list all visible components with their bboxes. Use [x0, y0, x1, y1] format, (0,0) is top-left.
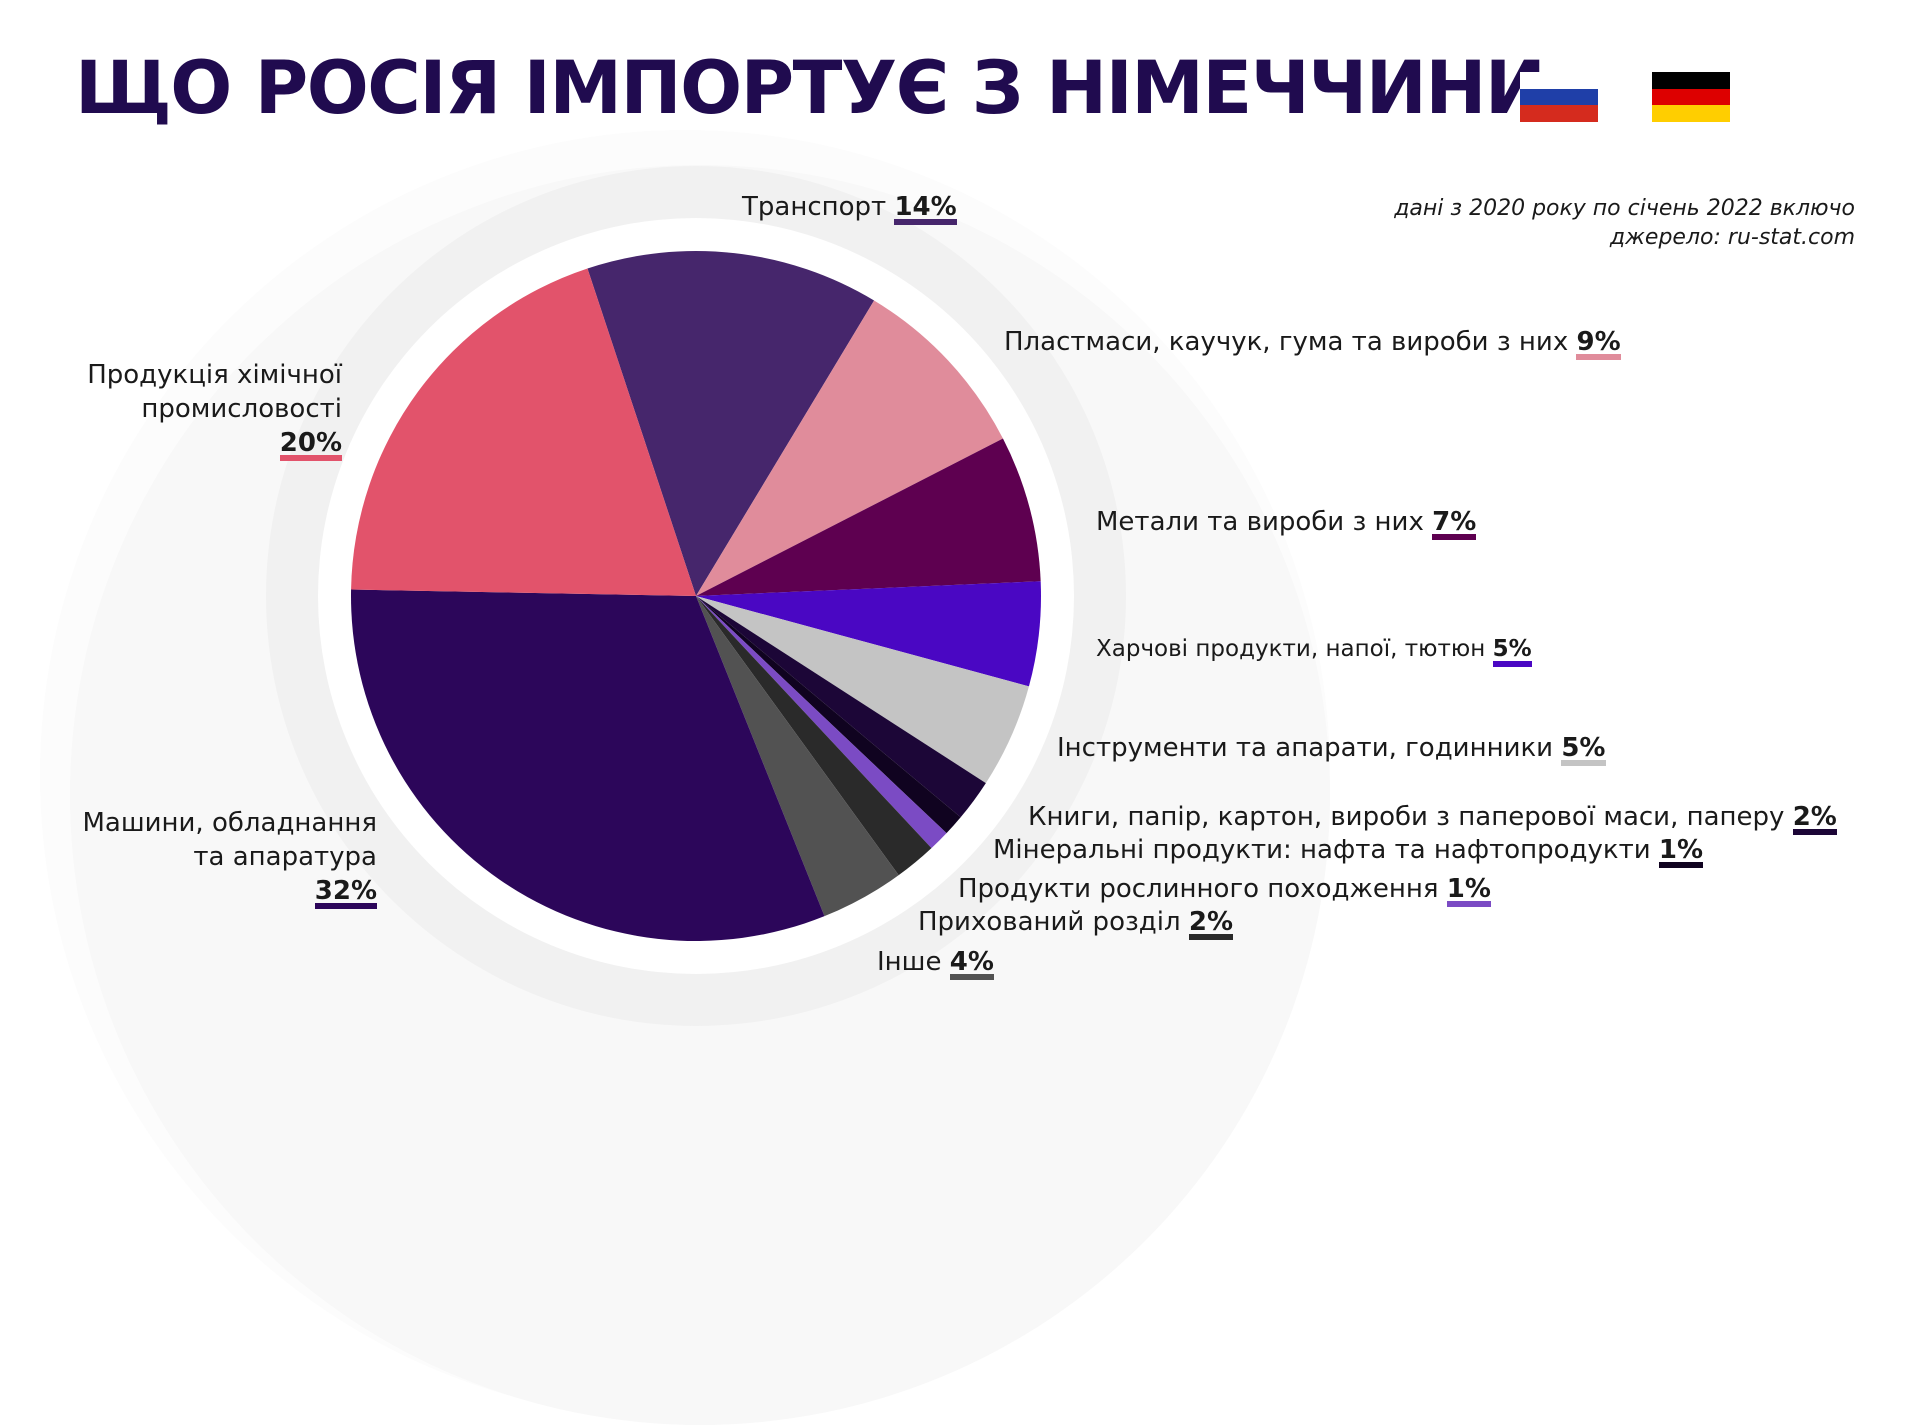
- pie-slice-8: [696, 596, 932, 876]
- pie-slice-7: [696, 596, 947, 849]
- slice-label-plastics: Пластмаси, каучук, гума та вироби з них …: [1004, 325, 1621, 360]
- slice-percentage: 5%: [1561, 735, 1606, 766]
- source-note: дані з 2020 року по січень 2022 включо д…: [1394, 194, 1855, 252]
- slice-label-text: Метали та вироби з них: [1096, 507, 1424, 537]
- russia-flag-stripe-blue: [1520, 88, 1598, 106]
- slice-label-hidden-section: Прихований розділ 2%: [918, 905, 1234, 940]
- slice-label-plant-products: Продукти рослинного походження 1%: [958, 872, 1491, 907]
- germany-flag-stripe-red: [1652, 88, 1730, 106]
- slice-label-line: промисловості: [141, 394, 342, 424]
- slice-label-text: Продукти рослинного походження: [958, 874, 1439, 904]
- slice-label-chemicals: Продукція хімічної промисловості 20%: [87, 358, 342, 461]
- slice-label-transport: Транспорт 14%: [742, 190, 957, 225]
- slice-percentage: 4%: [949, 949, 994, 980]
- germany-flag-stripe-black: [1652, 72, 1730, 89]
- slice-label-paper: Книги, папір, картон, вироби з паперової…: [1028, 800, 1837, 835]
- slice-label-text: Прихований розділ: [918, 907, 1181, 937]
- pie-slice-6: [696, 596, 961, 834]
- slice-percentage: 1%: [1446, 876, 1491, 907]
- slice-percentage: 7%: [1432, 509, 1477, 540]
- page-title: ЩО РОСІЯ ІМПОРТУЄ З НІМЕЧЧИНИ: [75, 46, 1546, 131]
- slice-label-line: та апаратура: [193, 842, 377, 872]
- slice-label-text: Інструменти та апарати, годинники: [1057, 733, 1554, 763]
- germany-flag-stripe-gold: [1652, 105, 1730, 122]
- slice-label-text: Мінеральні продукти: нафта та нафтопроду…: [993, 835, 1651, 865]
- slice-percentage: 1%: [1658, 837, 1704, 868]
- slice-percentage: 2%: [1792, 804, 1837, 835]
- source-note-reference: джерело: ru-stat.com: [1609, 225, 1855, 250]
- russia-flag-stripe-white: [1520, 72, 1598, 89]
- slice-percentage: 2%: [1188, 909, 1234, 940]
- pie-slice-5: [696, 596, 986, 818]
- slice-label-line: Продукція хімічної: [87, 360, 342, 390]
- pie-slice-3: [696, 581, 1041, 687]
- slice-label-instruments: Інструменти та апарати, годинники 5%: [1057, 731, 1606, 766]
- slice-label-text: Інше: [877, 947, 942, 977]
- russia-flag-icon: [1520, 72, 1598, 122]
- slice-percentage: 5%: [1492, 638, 1532, 667]
- pie-slice-2: [696, 438, 1041, 596]
- slice-label-food: Харчові продукти, напої, тютюн 5%: [1096, 632, 1532, 667]
- slice-label-line: Машини, обладнання: [82, 808, 377, 838]
- slice-label-text: Транспорт: [742, 192, 887, 222]
- slice-label-minerals: Мінеральні продукти: нафта та нафтопроду…: [993, 833, 1704, 868]
- slice-percentage: 20%: [279, 430, 342, 461]
- pie-slice-9: [696, 596, 899, 917]
- pie-slice-1: [696, 300, 1003, 596]
- slice-label-machinery: Машини, обладнання та апаратура 32%: [82, 806, 377, 909]
- germany-flag-icon: [1652, 72, 1730, 122]
- slice-label-text: Харчові продукти, напої, тютюн: [1096, 636, 1486, 662]
- slice-percentage: 32%: [314, 878, 377, 909]
- pie-slice-0: [587, 250, 875, 596]
- russia-flag-stripe-red: [1520, 105, 1598, 122]
- pie-slice-11: [351, 268, 696, 596]
- source-note-period: дані з 2020 року по січень 2022 включо: [1394, 196, 1855, 221]
- slice-label-text: Пластмаси, каучук, гума та вироби з них: [1004, 327, 1569, 357]
- pie-slice-4: [696, 596, 1029, 784]
- pie-slice-10: [350, 589, 825, 941]
- slice-label-text: Книги, папір, картон, вироби з паперової…: [1028, 802, 1785, 832]
- slice-percentage: 9%: [1576, 329, 1621, 360]
- slice-label-other: Інше 4%: [877, 945, 994, 980]
- slice-percentage: 14%: [894, 194, 957, 225]
- slice-label-metals: Метали та вироби з них 7%: [1096, 505, 1477, 540]
- pie-chart: [350, 250, 1041, 941]
